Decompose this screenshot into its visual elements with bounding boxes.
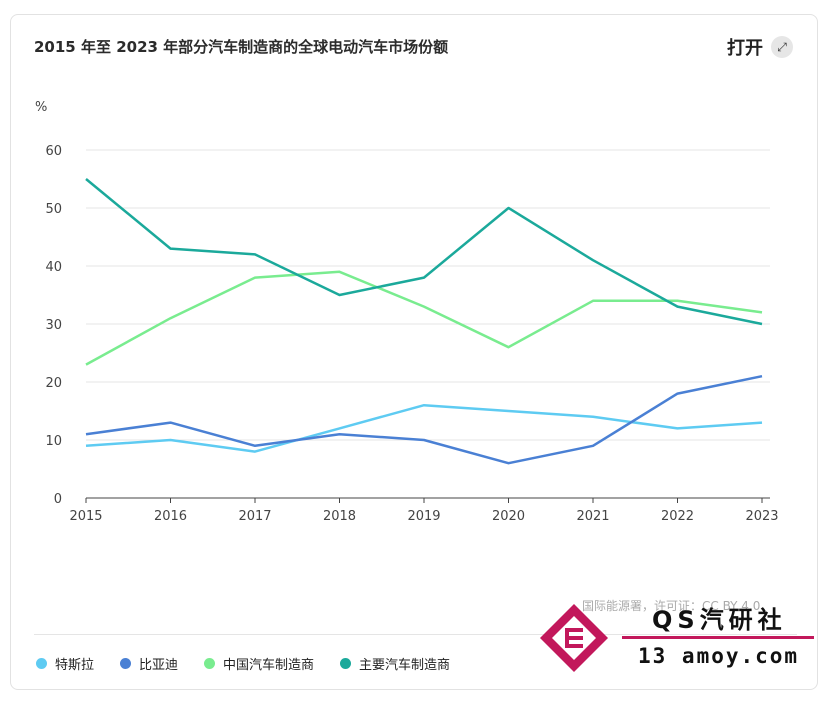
y-tick-label-20: 20: [45, 376, 62, 391]
legend-item-1[interactable]: 比亚迪: [120, 654, 178, 673]
legend-item-3[interactable]: 主要汽车制造商: [340, 654, 450, 673]
x-tick-label-2022: 2022: [661, 509, 694, 524]
legend-item-0[interactable]: 特斯拉: [36, 654, 94, 673]
x-tick-label-2023: 2023: [745, 509, 778, 524]
open-label[interactable]: 打开: [727, 38, 763, 59]
x-tick-label-2015: 2015: [69, 509, 102, 524]
series-line-2: [85, 270, 763, 366]
watermark-line: [622, 636, 814, 639]
legend-dot-0: [36, 658, 47, 669]
legend-dot-1: [120, 658, 132, 669]
legend-item-2[interactable]: 中国汽车制造商: [204, 654, 314, 673]
y-tick-label-50: 50: [45, 202, 62, 217]
series-line-0: [85, 403, 763, 453]
x-tick-label-2016: 2016: [154, 509, 187, 524]
y-tick-label-40: 40: [45, 260, 62, 275]
legend: 特斯拉 比亚迪 中国汽车制造商 主要汽车制造商: [36, 654, 450, 673]
series-lines: [85, 178, 763, 465]
legend-divider: [34, 634, 797, 635]
series-line-1: [85, 374, 763, 465]
x-tick-labels: 2015 2016 2017 2018 2019 2020 2021 2022 2023: [69, 498, 779, 524]
legend-label-3: 主要汽车制造商: [359, 658, 451, 673]
y-tick-label-10: 10: [45, 434, 62, 449]
watermark-url: 13 amoy.com: [638, 644, 800, 668]
chart-title: 2015 年至 2023 年部分汽车制造商的全球电动汽车市场份额: [34, 38, 449, 56]
y-tick-label-30: 30: [45, 318, 62, 333]
open-button[interactable]: 打开 ⤢: [727, 34, 793, 60]
legend-dot-3: [340, 658, 352, 669]
grid-lines: [86, 149, 770, 499]
watermark-logo: [540, 604, 608, 672]
legend-label-1: 比亚迪: [139, 658, 179, 673]
y-tick-label-0: 0: [54, 492, 62, 507]
legend-label-2: 中国汽车制造商: [223, 658, 315, 673]
y-tick-labels: 0 10 20 30 40 50 60: [45, 144, 62, 507]
x-tick-label-2020: 2020: [492, 509, 525, 524]
watermark-name: QS汽研社: [652, 606, 787, 634]
source-note: 国际能源署，许可证：CC BY 4.0: [582, 599, 761, 613]
x-tick-label-2019: 2019: [407, 509, 440, 524]
x-tick-label-2018: 2018: [323, 509, 356, 524]
y-tick-label-60: 60: [45, 144, 62, 159]
x-tick-label-2017: 2017: [238, 509, 271, 524]
expand-icon[interactable]: ⤢: [771, 36, 793, 58]
chart-card: [10, 14, 818, 690]
series-line-3: [85, 178, 763, 326]
legend-label-0: 特斯拉: [55, 658, 95, 673]
x-tick-label-2021: 2021: [576, 509, 609, 524]
legend-dot-2: [204, 658, 216, 669]
y-axis-unit: %: [35, 100, 48, 115]
watermark: QS汽研社 13 amoy.com: [538, 598, 828, 678]
